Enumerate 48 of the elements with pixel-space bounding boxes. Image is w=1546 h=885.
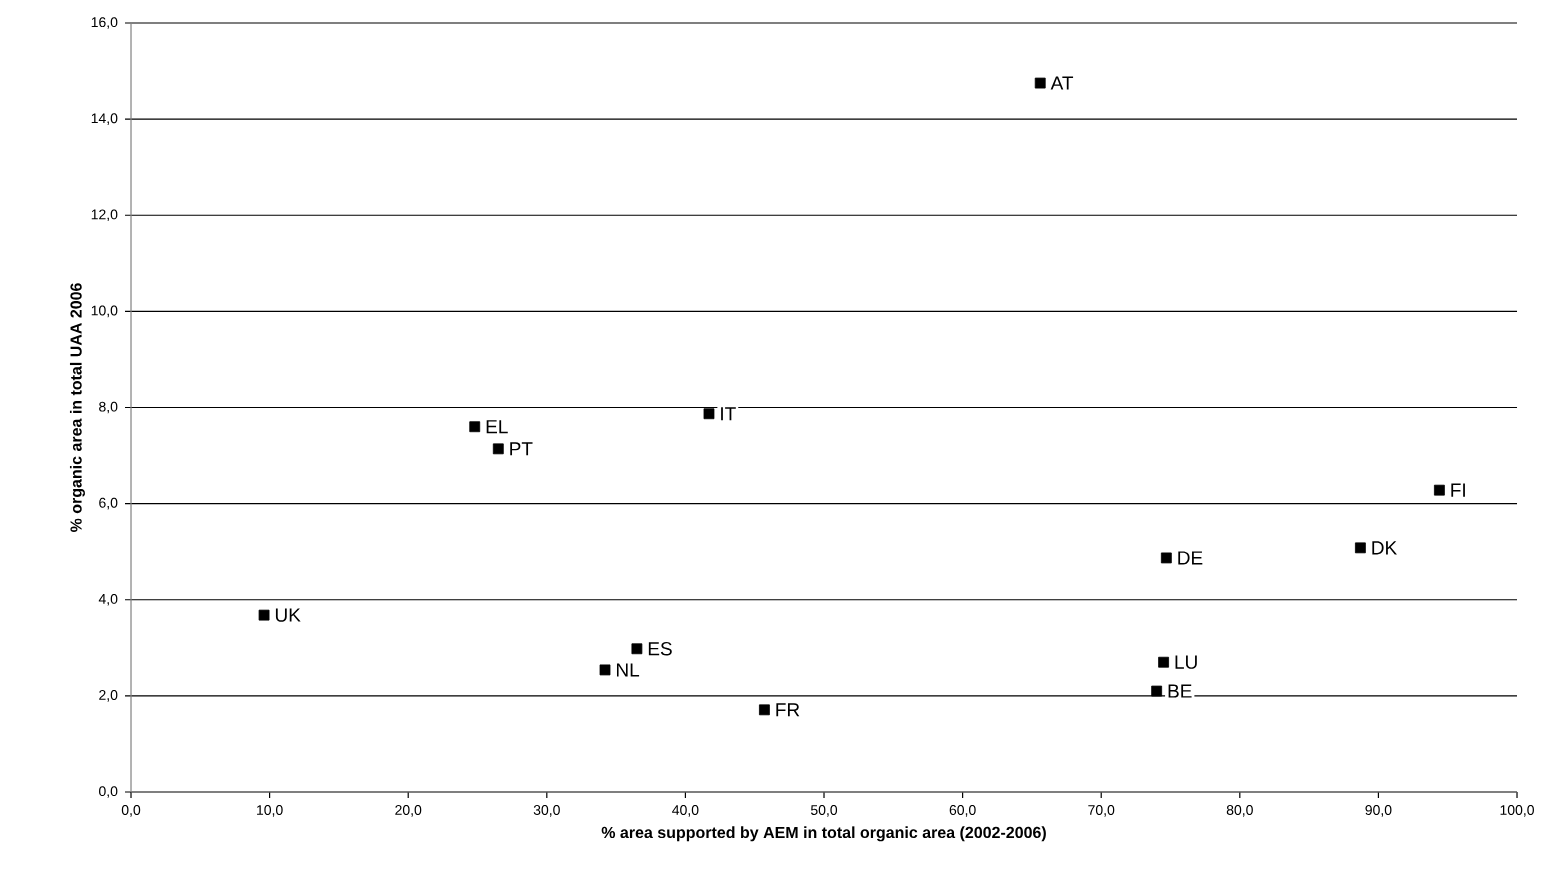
- x-tick-label: 80,0: [1226, 805, 1253, 817]
- y-axis-title: % organic area in total UAA 2006: [69, 283, 85, 533]
- y-tick-label: 8,0: [99, 401, 118, 414]
- annotation: NL: [616, 663, 640, 677]
- point: [1034, 77, 1046, 89]
- x-tick-label: 30,0: [533, 805, 560, 817]
- point: [759, 704, 770, 716]
- annotation: BE: [1168, 684, 1192, 698]
- y-tick-label: 16,0: [91, 17, 118, 29]
- y-tick-label: 10,0: [91, 305, 118, 318]
- x-tick-label: 0,0: [121, 805, 141, 817]
- point: [469, 421, 481, 433]
- point: [258, 609, 270, 621]
- point: [1151, 685, 1163, 697]
- x-tick-label: 70,0: [1088, 805, 1115, 817]
- annotation: FR: [776, 703, 800, 717]
- y-tick-label: 12,0: [91, 209, 118, 222]
- y-tick-label: 4,0: [98, 593, 118, 606]
- annotation: DE: [1178, 551, 1203, 565]
- point: [1158, 656, 1169, 668]
- x-tick-label: 100,0: [1500, 805, 1534, 817]
- annotation: AT: [1050, 76, 1074, 90]
- x-tick-label: 60,0: [949, 805, 976, 817]
- annotation: EL: [486, 420, 508, 434]
- annotation: IT: [721, 407, 736, 421]
- annotation: DK: [1372, 541, 1397, 555]
- point: [631, 643, 643, 655]
- x-tick-label: 90,0: [1365, 805, 1392, 817]
- annotation: FI: [1451, 483, 1465, 497]
- x-tick-label: 50,0: [810, 805, 838, 817]
- y-tick-label: 14,0: [91, 113, 118, 125]
- point: [1434, 484, 1445, 496]
- annotation: LU: [1175, 655, 1197, 669]
- x-axis-title: % area supported by AEM in total organic area (2002-2006): [601, 826, 1046, 842]
- x-tick-label: 10,0: [257, 805, 283, 817]
- point: [1355, 542, 1366, 554]
- y-tick-label: 2,0: [99, 690, 118, 702]
- y-tick-label: 0,0: [99, 786, 118, 798]
- annotation: UK: [275, 608, 301, 622]
- point: [703, 408, 715, 420]
- point: [492, 443, 504, 455]
- x-tick-label: 20,0: [395, 805, 422, 817]
- point: [599, 664, 611, 676]
- annotation: ES: [648, 642, 672, 656]
- annotation: PT: [510, 442, 533, 456]
- x-tick-label: 40,0: [672, 805, 699, 817]
- y-tick-label: 6,0: [99, 497, 118, 510]
- point: [1160, 552, 1172, 564]
